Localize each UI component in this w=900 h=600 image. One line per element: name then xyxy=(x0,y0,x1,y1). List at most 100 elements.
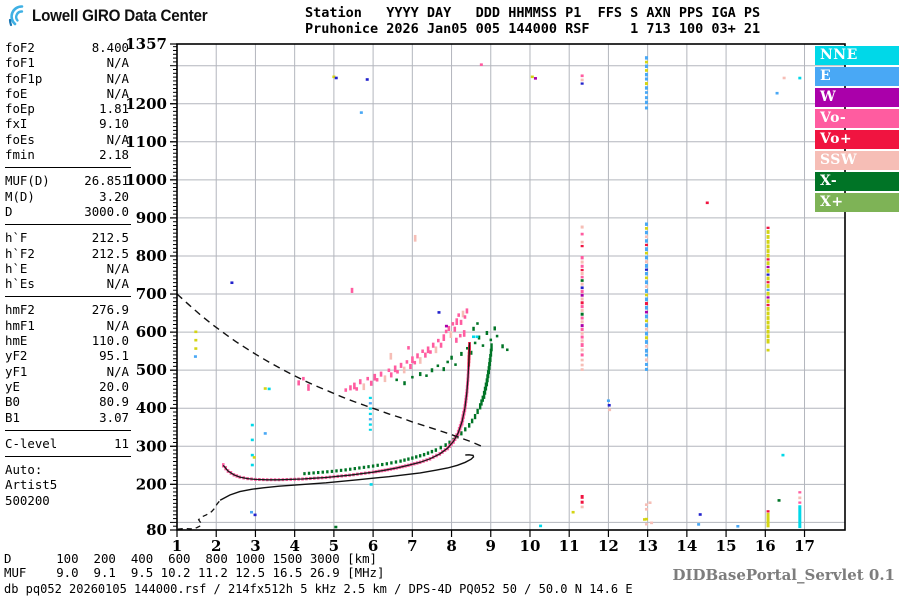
param-row: hmF1 N/A xyxy=(5,318,129,333)
legend-item-xminus: X- xyxy=(815,172,899,191)
param-label: yF2 xyxy=(5,348,28,364)
param-row: foF1 N/A xyxy=(5,55,129,70)
legend-item-vominus: Vo- xyxy=(815,109,899,128)
y-axis-tick-label: 900 xyxy=(136,209,167,227)
echo-direction-legend: NNE E W Vo- Vo+ SSW X- X+ xyxy=(815,46,899,214)
x-axis-tick-label: 8 xyxy=(446,537,456,555)
param-label: h`F xyxy=(5,230,28,246)
param-value: N/A xyxy=(106,55,129,71)
param-row: B0 80.9 xyxy=(5,394,129,409)
param-value: 11 xyxy=(114,435,129,451)
electron-density-profile xyxy=(219,454,475,501)
param-value: 8.400 xyxy=(91,40,129,55)
header-line2: Pruhonice 2026 Jan05 005 144000 RSF 1 71… xyxy=(305,21,761,37)
y-axis-tick-label: 800 xyxy=(136,247,167,265)
param-value: 20.0 xyxy=(99,378,129,394)
param-value: 95.1 xyxy=(99,348,129,364)
param-label: B1 xyxy=(5,409,20,425)
param-row: foEs N/A xyxy=(5,132,129,147)
x-axis-tick-label: 5 xyxy=(329,537,339,555)
x-axis-tick-label: 2 xyxy=(211,537,221,555)
param-row: yE 20.0 xyxy=(5,379,129,394)
param-row: C-level 11 xyxy=(5,436,129,451)
param-value: 276.9 xyxy=(91,302,129,318)
param-row: fxI 9.10 xyxy=(5,116,129,131)
param-label: hmF2 xyxy=(5,302,35,318)
x-trace-echoes xyxy=(303,343,493,476)
param-label: foF2 xyxy=(5,40,35,55)
x-axis-tick-label: 7 xyxy=(407,537,417,555)
curves xyxy=(176,293,486,530)
param-value: 1.81 xyxy=(99,101,129,117)
param-value: 110.0 xyxy=(91,333,129,349)
param-value: N/A xyxy=(106,276,129,292)
y-axis-tick-label: 1000 xyxy=(125,171,167,189)
x-axis-tick-label: 17 xyxy=(794,537,815,555)
param-value: N/A xyxy=(106,260,129,276)
param-value: N/A xyxy=(106,363,129,379)
y-axis-tick-label: 400 xyxy=(136,399,167,417)
y-axis-tick-label: 500 xyxy=(136,361,167,379)
x-axis-tick-label: 6 xyxy=(368,537,378,555)
axis-labels: 1357120011001000900800700600500400300200… xyxy=(125,35,815,555)
x-axis-tick-label: 14 xyxy=(676,537,697,555)
param-label: foF1 xyxy=(5,55,35,71)
x-axis-tick-label: 13 xyxy=(637,537,658,555)
spread-echoes xyxy=(297,234,509,392)
status-line: db pq052 20260105 144000.rsf / 214fx512h… xyxy=(4,582,633,596)
legend-item-e: E xyxy=(815,67,899,86)
param-row: foE N/A xyxy=(5,86,129,101)
muf-transmission-curve xyxy=(176,293,486,449)
y-axis-tick-label: 600 xyxy=(136,323,167,341)
x-axis-tick-label: 3 xyxy=(250,537,260,555)
legend-item-xplus: X+ xyxy=(815,193,899,212)
param-value: N/A xyxy=(106,131,129,147)
autoscaling-label: Artist5 xyxy=(5,477,58,493)
x-axis-tick-label: 4 xyxy=(289,537,299,555)
x-axis-tick-label: 9 xyxy=(486,537,496,555)
grid xyxy=(177,44,845,530)
d-row: D 100 200 400 600 800 1000 1500 3000 [km… xyxy=(4,551,377,566)
param-label: fxI xyxy=(5,116,28,132)
servlet-version-label: DIDBasePortal_Servlet 0.1 xyxy=(672,566,895,584)
param-label: B0 xyxy=(5,394,20,410)
plot-frame xyxy=(176,43,846,531)
legend-item-voplus: Vo+ xyxy=(815,130,899,149)
param-value: 3.07 xyxy=(99,409,129,425)
param-label: h`E xyxy=(5,260,28,276)
param-value: N/A xyxy=(106,85,129,101)
param-label: foE xyxy=(5,85,28,101)
param-row: foF2 8.400 xyxy=(5,40,129,55)
x-axis-tick-label: 10 xyxy=(520,537,541,555)
panel-divider xyxy=(5,167,131,169)
x-axis-tick-label: 12 xyxy=(598,537,619,555)
giro-logo-icon xyxy=(8,5,24,27)
param-label: h`Es xyxy=(5,276,35,292)
x-axis-tick-label: 15 xyxy=(716,537,737,555)
y-axis-tick-label: 200 xyxy=(136,475,167,493)
y-axis-tick-label: 300 xyxy=(136,437,167,455)
param-row: D 3000.0 xyxy=(5,204,129,219)
param-row: yF2 95.1 xyxy=(5,348,129,363)
panel-divider xyxy=(5,429,131,431)
param-row: M(D) 3.20 xyxy=(5,189,129,204)
param-row: yF1 N/A xyxy=(5,364,129,379)
param-row: foF1p N/A xyxy=(5,71,129,86)
param-row: h`Es N/A xyxy=(5,276,129,291)
legend-item-nne: NNE xyxy=(815,46,899,65)
param-label: yE xyxy=(5,378,20,394)
panel-divider xyxy=(5,296,131,298)
x-axis-tick-label: 1 xyxy=(172,537,182,555)
param-row: B1 3.07 xyxy=(5,410,129,425)
muf-row: MUF 9.0 9.1 9.5 10.2 11.2 12.5 16.5 26.9… xyxy=(4,565,385,581)
param-value: 3.20 xyxy=(99,188,129,204)
profile-tail-dashed xyxy=(177,499,221,530)
legend-item-ssw: SSW xyxy=(815,151,899,170)
parameter-panel: foF2 8.400 foF1 N/A foF1p N/A foE N/A foEp 1.81 fx… xyxy=(5,40,131,508)
param-row: h`E N/A xyxy=(5,261,129,276)
x-axis-tick-label: 16 xyxy=(755,537,776,555)
param-label: hmF1 xyxy=(5,317,35,333)
autoscaling-label: 500200 xyxy=(5,492,50,508)
